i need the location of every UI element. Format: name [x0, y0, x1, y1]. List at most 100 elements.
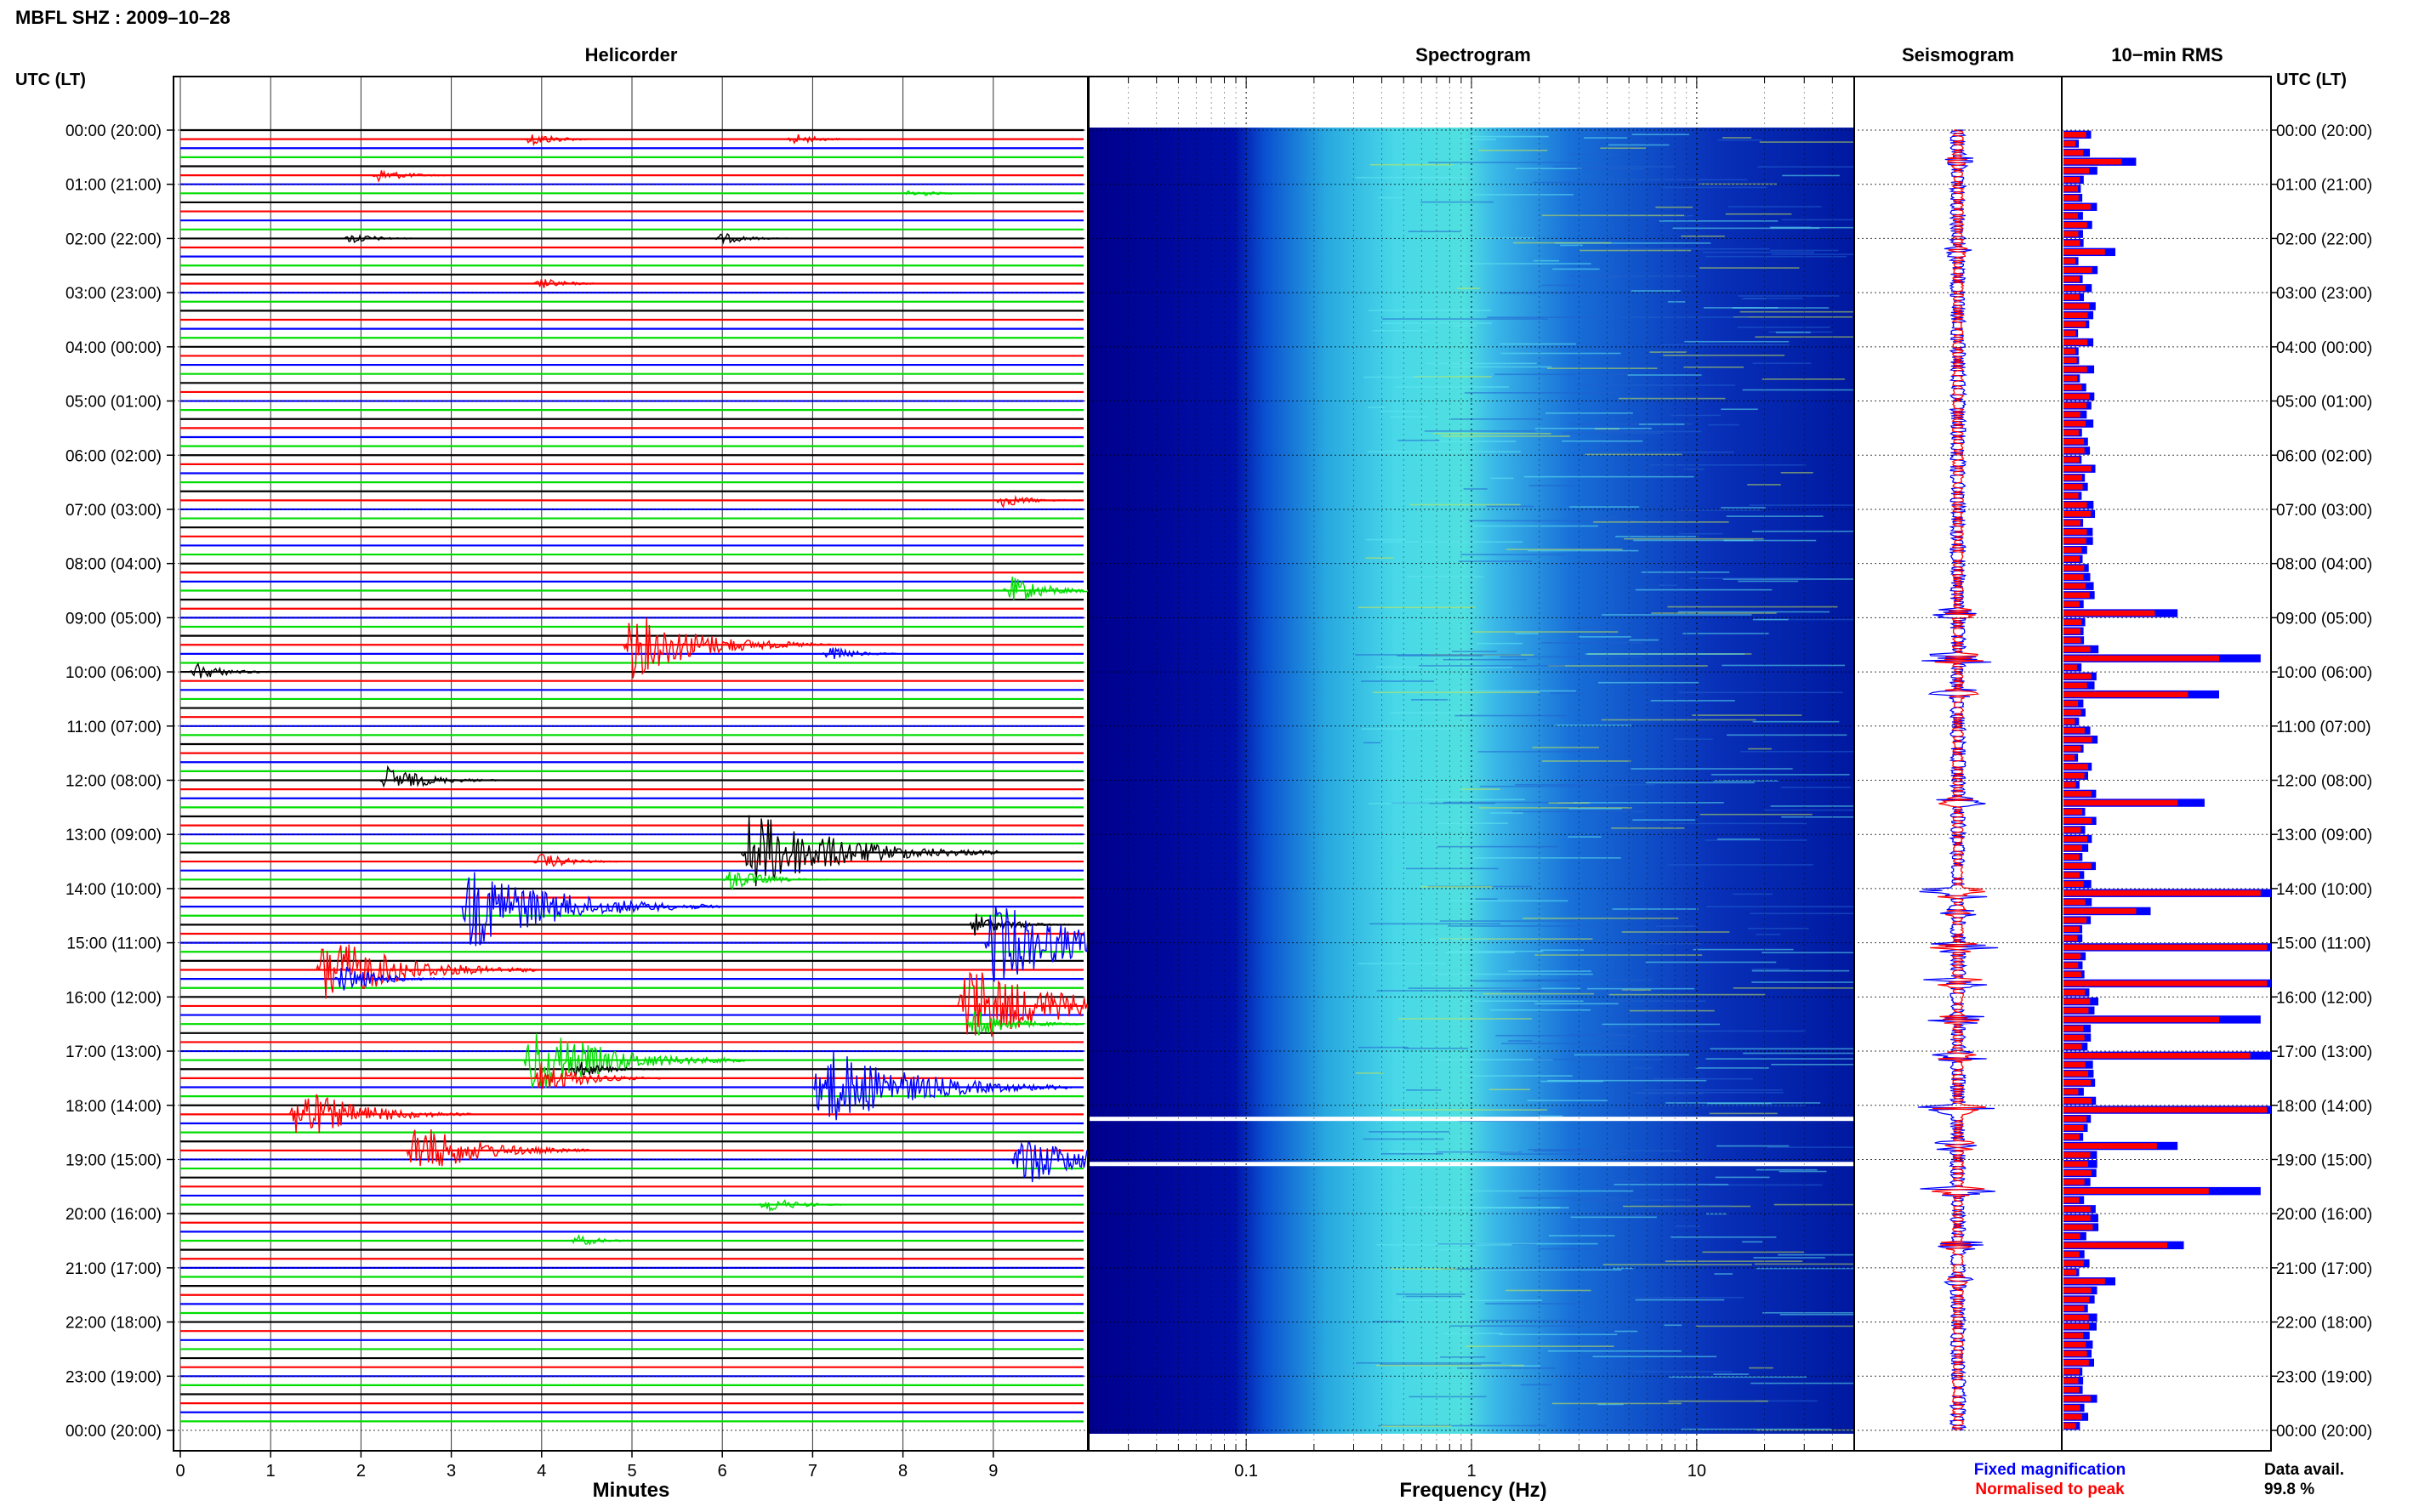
helicorder-event	[568, 1061, 663, 1077]
rms-bar-normalised	[2063, 1188, 2209, 1194]
spectrogram-streak	[1771, 253, 1854, 255]
helicorder-event	[957, 971, 1088, 1037]
rms-bar-normalised	[2063, 1314, 2089, 1321]
rms-bar-normalised	[2063, 529, 2087, 535]
rms-bar-normalised	[2063, 844, 2082, 851]
spectrogram-streak	[1756, 1168, 1818, 1171]
rms-bar-normalised	[2063, 727, 2085, 734]
spectrogram-streak	[1611, 827, 1685, 829]
rms-bar-normalised	[2063, 953, 2081, 959]
spectrogram-streak	[1495, 1034, 1636, 1037]
spectrogram-streak	[1602, 614, 1752, 616]
spectrogram-streak	[1671, 414, 1722, 417]
rms-bar-normalised	[2063, 402, 2087, 409]
utc-lt-label-left: UTC (LT)	[15, 71, 86, 89]
spectrogram-streak	[1742, 389, 1854, 391]
spectrogram-streak	[1395, 386, 1509, 388]
spectrogram-streak	[1542, 214, 1685, 217]
y-tick-label-left: 22:00 (18:00)	[65, 1315, 162, 1333]
rms-bar-normalised	[2063, 772, 2085, 779]
rms-bar-normalised	[2063, 1386, 2080, 1393]
helicorder-event	[786, 134, 867, 145]
seismogram-panel	[1853, 76, 2063, 1452]
spectrogram-streak	[1363, 1138, 1444, 1140]
spectrogram-streak	[1641, 571, 1730, 573]
spectrogram-streak	[1390, 416, 1428, 418]
spectrogram-streak	[1601, 719, 1756, 721]
spectrogram-streak	[1574, 1054, 1689, 1056]
spectrogram-streak	[1670, 1204, 1731, 1207]
rms-bar-normalised	[2063, 736, 2092, 743]
spectrogram-streak	[1569, 1033, 1625, 1036]
spectrogram-streak	[1717, 139, 1762, 141]
spectrogram-streak	[1472, 980, 1569, 982]
helicorder-event	[406, 1129, 589, 1167]
spectrogram-streak	[1764, 809, 1854, 811]
spectrogram-streak	[1705, 839, 1807, 841]
spectrogram-streak	[1472, 631, 1619, 633]
helicorder-event	[532, 853, 626, 867]
spectrogram-streak	[1369, 163, 1453, 166]
spectrogram-streak	[1436, 1151, 1522, 1153]
spectrogram-streak	[1703, 251, 1815, 253]
y-tick-label-right: 03:00 (23:00)	[2276, 285, 2372, 303]
rms-bar-normalised	[2063, 899, 2086, 906]
rms-bar-normalised	[2063, 1296, 2090, 1303]
spectrogram-streak	[1511, 1365, 1540, 1367]
spectrogram-streak	[1380, 1363, 1482, 1366]
spectrogram-streak	[1475, 898, 1498, 901]
rms-bar-normalised	[2063, 700, 2079, 707]
rms-bar-normalised	[2063, 203, 2091, 210]
rms-bar-normalised	[2063, 817, 2092, 824]
rms-bar-normalised	[2063, 1071, 2088, 1077]
spectrogram-streak	[1515, 633, 1540, 634]
helicorder-traces	[180, 128, 1088, 1423]
utc-lt-label-right: UTC (LT)	[2276, 71, 2347, 89]
spectrogram-streak	[1778, 1253, 1854, 1256]
y-tick-label-right: 08:00 (04:00)	[2276, 556, 2372, 574]
rms-bar-normalised	[2063, 746, 2081, 752]
seismogram-traces	[1917, 129, 1999, 1431]
rms-bar-normalised	[2063, 709, 2081, 716]
spectrogram-streak	[1550, 692, 1585, 694]
rms-bar-normalised	[2063, 1360, 2089, 1366]
rms-bar-normalised	[2063, 240, 2080, 247]
spectrogram-streak	[1571, 423, 1693, 425]
spectrogram-streak	[1779, 1170, 1827, 1173]
rms-bar-normalised	[2063, 475, 2082, 481]
rms-bar-normalised	[2063, 1215, 2091, 1221]
spectrogram-streak	[1466, 1345, 1614, 1347]
spectrogram-streak	[1705, 1213, 1727, 1215]
spectrogram-streak	[1585, 653, 1745, 655]
spectrogram-streak	[1381, 1152, 1443, 1155]
rms-bar-normalised	[2063, 267, 2092, 273]
spectrogram-streak	[1469, 194, 1574, 196]
rms-bar-normalised	[2063, 754, 2075, 761]
spectrogram-streak	[1752, 618, 1789, 621]
spectrogram-streak	[1709, 1112, 1778, 1115]
rms-bar-normalised	[2063, 1260, 2084, 1266]
y-tick-label-right: 18:00 (14:00)	[2276, 1098, 2372, 1116]
spectrogram-streak	[1689, 577, 1809, 579]
spectrogram-streak	[1554, 242, 1711, 244]
spectrogram-streak	[1678, 532, 1723, 535]
spectrogram-streak	[1631, 290, 1681, 292]
rms-bar-normalised	[2063, 1179, 2085, 1185]
rms-bar-normalised	[2063, 185, 2078, 192]
spectrogram-streak	[1608, 144, 1670, 146]
y-tick-label-left: 23:00 (19:00)	[65, 1368, 162, 1386]
spectrogram-streak	[1376, 990, 1545, 992]
spectrogram-streak	[1678, 691, 1843, 694]
rms-bar-normalised	[2063, 628, 2080, 634]
rms-bar-normalised	[2063, 719, 2075, 725]
rms-bar-normalised	[2063, 457, 2080, 463]
spectrogram-streak	[1683, 469, 1705, 470]
rms-bar-normalised	[2063, 1333, 2083, 1339]
spectrogram-streak	[1490, 477, 1514, 480]
rms-bar-normalised	[2063, 1206, 2091, 1213]
spectrogram-streak	[1479, 1319, 1591, 1322]
y-tick-label-left: 18:00 (14:00)	[65, 1098, 162, 1116]
spectrogram-streak	[1439, 938, 1593, 940]
spectrogram-streak	[1546, 367, 1658, 369]
spectrogram-panel: 0.1 1 10	[1088, 76, 1855, 1481]
